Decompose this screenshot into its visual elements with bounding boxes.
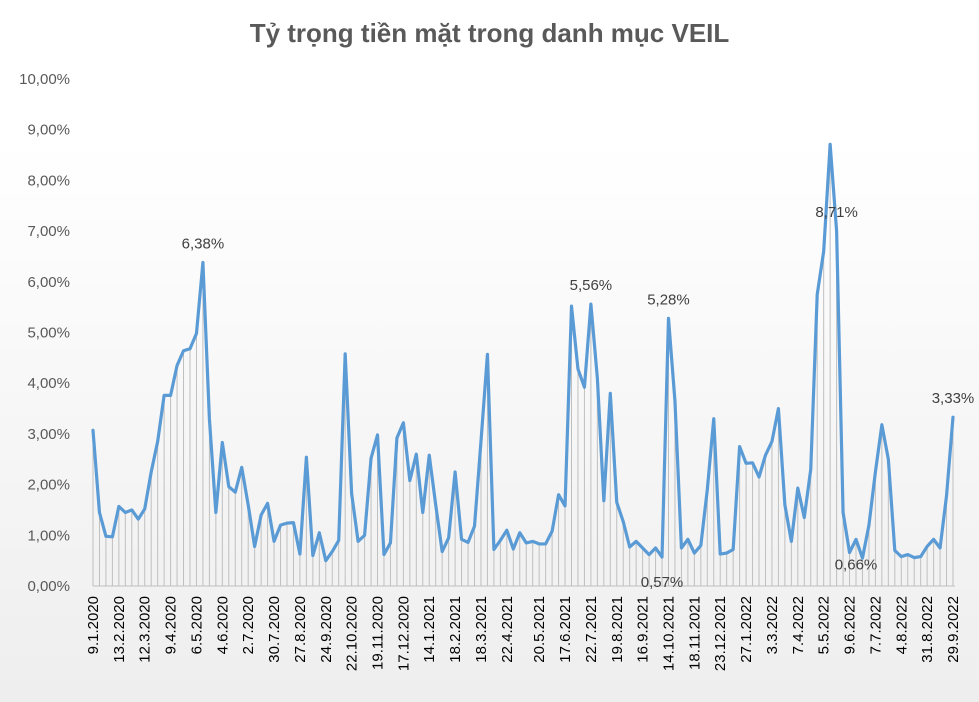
data-label: 0,57% [641,574,684,591]
y-axis-ticks: 0,00% 1,00% 2,00% 3,00% 4,00% 5,00% 6,00% 7,00%… [19,71,70,595]
x-tick-label: 22.7.2021 [583,596,600,663]
x-tick-label: 4.6.2020 [214,596,231,654]
x-tick-label: 22.4.2021 [499,596,516,663]
x-tick-label: 13.2.2020 [111,596,128,663]
x-tick-label: 27.8.2020 [292,596,309,663]
data-labels: 6,38% 5,56% 5,28% 0,57% 8,71% 0,66% 3,33% [182,204,975,591]
y-tick-label: 6,00% [27,274,70,291]
x-tick-label: 30.7.2020 [266,596,283,663]
chart-title: Tỷ trọng tiền mặt trong danh mục VEIL [249,18,730,48]
x-tick-label: 31.8.2022 [919,596,936,663]
x-tick-label: 22.10.2020 [344,596,361,671]
y-tick-label: 0,00% [27,578,70,595]
x-tick-label: 16.9.2021 [635,596,652,663]
x-tick-label: 7.7.2022 [867,596,884,654]
x-tick-label: 18.2.2021 [447,596,464,663]
data-label: 8,71% [815,204,858,221]
x-tick-label: 23.12.2021 [712,596,729,671]
x-tick-label: 12.3.2020 [137,596,154,663]
x-tick-label: 3.3.2022 [764,596,781,654]
data-label: 5,28% [647,291,690,308]
y-tick-label: 10,00% [19,71,70,88]
x-tick-label: 14.10.2021 [660,596,677,671]
y-tick-label: 2,00% [27,477,70,494]
y-tick-label: 7,00% [27,223,70,240]
data-label: 6,38% [182,236,225,253]
y-tick-label: 3,00% [27,426,70,443]
x-tick-label: 7.4.2022 [790,596,807,654]
x-tick-label: 24.9.2020 [318,596,335,663]
x-tick-label: 5.5.2022 [816,596,833,654]
x-tick-label: 18.11.2021 [686,596,703,670]
data-label: 5,56% [570,277,613,294]
x-tick-label: 17.12.2020 [395,596,412,671]
x-tick-label: 4.8.2022 [893,596,910,654]
y-tick-label: 1,00% [27,527,70,544]
x-tick-label: 2.7.2020 [240,596,257,654]
x-tick-label: 9.1.2020 [85,596,102,654]
y-tick-label: 5,00% [27,325,70,342]
x-tick-label: 9.4.2020 [163,596,180,654]
x-tick-label: 18.3.2021 [473,596,490,663]
x-tick-label: 27.1.2022 [738,596,755,663]
x-tick-label: 14.1.2021 [421,596,438,663]
y-tick-label: 8,00% [27,172,70,189]
x-tick-label: 17.6.2021 [557,596,574,663]
x-tick-label: 9.6.2022 [842,596,859,654]
x-tick-label: 20.5.2021 [531,596,548,663]
y-tick-label: 9,00% [27,122,70,139]
x-tick-label: 19.8.2021 [609,596,626,663]
x-tick-label: 6.5.2020 [188,596,205,654]
series-line [91,142,955,563]
data-label: 0,66% [835,556,878,573]
x-tick-label: 29.9.2022 [945,596,962,663]
x-axis-ticks: 9.1.2020 13.2.2020 12.3.2020 9.4.2020 6.5.20… [85,596,962,671]
y-tick-label: 4,00% [27,375,70,392]
data-label: 3,33% [932,390,975,407]
x-tick-label: 19.11.2020 [370,596,387,670]
